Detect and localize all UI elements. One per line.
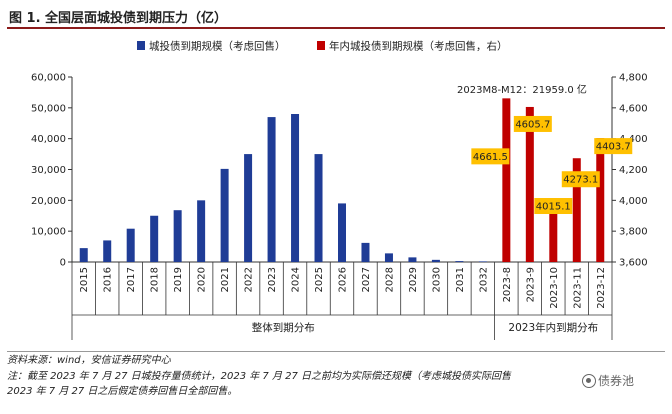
bar-2023 [502, 98, 511, 262]
group-label-overall: 整体到期分布 [252, 321, 315, 334]
bar-overall [478, 261, 487, 262]
left-tick-label: 0 [60, 258, 66, 269]
x-tick-label: 2023 [267, 267, 278, 292]
left-tick-label: 60,000 [31, 73, 66, 84]
left-tick-label: 50,000 [31, 103, 66, 114]
data-label: 4605.7 [515, 119, 550, 130]
x-tick-label: 2020 [197, 267, 208, 292]
bar-overall [361, 242, 370, 262]
group-label-2023: 2023年内到期分布 [508, 321, 598, 334]
title-bar: 图 1. 全国层面城投债到期压力（亿） [7, 3, 665, 29]
watermark-icon [582, 373, 596, 388]
x-tick-label: 2023-9 [525, 267, 536, 302]
data-label-box [534, 198, 573, 215]
bars [79, 98, 605, 262]
bar-overall [103, 240, 112, 262]
right-tick-label: 3,600 [619, 258, 648, 269]
legend-label-red: 年内城投债到期规模（考虑回售，右） [329, 40, 508, 53]
bar-overall [384, 253, 393, 262]
legend-swatch-blue [137, 41, 145, 50]
right-tick-label: 4,200 [619, 165, 648, 176]
page-title: 图 1. 全国层面城投债到期压力（亿） [9, 11, 228, 26]
right-tick-label: 4,000 [619, 196, 648, 207]
bar-overall [79, 248, 88, 262]
watermark-text: 债券池 [598, 374, 635, 388]
bar-overall [150, 215, 159, 262]
data-label: 4661.5 [473, 152, 508, 163]
bar-2023 [596, 138, 605, 262]
bar-overall [431, 259, 440, 262]
note-line-1: 注：截至 2023 年 7 月 27 日城投存量债统计，2023 年 7 月 2… [7, 370, 512, 382]
x-tick-label: 2023-12 [596, 267, 607, 309]
bar-overall [197, 200, 206, 262]
left-tick-label: 20,000 [31, 196, 66, 207]
note-line-2: 2023 年 7 月 27 日之后假定债券回售日全部回售。 [7, 386, 238, 397]
left-tick-label: 40,000 [31, 134, 66, 145]
bar-2023 [549, 198, 558, 262]
x-tick-label: 2031 [455, 267, 466, 292]
x-tick-label: 2021 [220, 267, 231, 292]
x-tick-label: 2024 [291, 267, 302, 292]
x-tick-label: 2023-10 [549, 267, 560, 309]
bar-overall [267, 117, 276, 262]
right-tick-label: 4,800 [619, 73, 648, 84]
x-tick-label: 2023-8 [502, 267, 513, 302]
x-tick-label: 2027 [361, 267, 372, 292]
bar-overall [291, 114, 300, 262]
source-note: 资料来源：wind，安信证券研究中心 [7, 355, 171, 366]
x-tick-label: 2025 [314, 267, 325, 292]
chart: 城投债到期规模（考虑回售） 年内城投债到期规模（考虑回售，右） 0 10,000 20… [31, 40, 648, 340]
left-tick-label: 30,000 [31, 165, 66, 176]
right-tick-label: 4,600 [619, 103, 648, 114]
x-tick-label: 2017 [126, 267, 137, 292]
bar-2023 [525, 106, 534, 262]
data-label-box [471, 148, 510, 165]
footer: 资料来源：wind，安信证券研究中心 注：截至 2023 年 7 月 27 日城… [7, 351, 665, 400]
bar-overall [126, 228, 135, 262]
right-tick-label: 4,400 [619, 134, 648, 145]
left-tick-label: 10,000 [31, 227, 66, 238]
right-tick-label: 3,800 [619, 227, 648, 238]
labels: 4661.5 4605.7 4015.1 4273.1 4403.7 2023M8-M12… [457, 83, 633, 215]
x-tick-label: 2015 [79, 267, 90, 292]
x-tick-label: 2028 [384, 267, 395, 292]
bar-overall [408, 257, 417, 262]
bar-overall [244, 154, 253, 262]
x-tick-label: 2023-11 [572, 267, 583, 309]
legend-label-blue: 城投债到期规模（考虑回售） [149, 40, 286, 53]
x-tick-label: 2019 [173, 267, 184, 292]
data-label: 4273.1 [563, 175, 598, 186]
data-label-box [561, 171, 600, 188]
x-tick-label: 2026 [338, 267, 349, 292]
x-tick-label: 2029 [408, 267, 419, 292]
x-tick-label: 2030 [431, 267, 442, 292]
bar-2023 [572, 158, 581, 262]
annotation-total: 2023M8-M12：21959.0 亿 [457, 83, 587, 96]
x-tick-label: 2032 [478, 267, 489, 292]
x-tick-label: 2016 [103, 267, 114, 292]
bar-overall [338, 203, 346, 262]
legend: 城投债到期规模（考虑回售） 年内城投债到期规模（考虑回售，右） [137, 40, 508, 53]
bar-overall [455, 261, 464, 262]
x-tick-label: 2022 [244, 267, 255, 292]
data-label: 4403.7 [596, 142, 631, 153]
x-tick-label: 2018 [150, 267, 161, 292]
data-label-box [513, 115, 552, 132]
watermark: 债券池 [582, 372, 634, 389]
bar-overall [173, 210, 182, 262]
axes: 0 10,000 20,000 30,000 40,000 50,000 60,000 3,6… [31, 73, 648, 340]
data-label: 4015.1 [536, 202, 571, 213]
bar-overall [314, 154, 323, 262]
legend-swatch-red [317, 41, 325, 50]
data-label-box [594, 138, 633, 155]
bar-overall [220, 168, 229, 262]
